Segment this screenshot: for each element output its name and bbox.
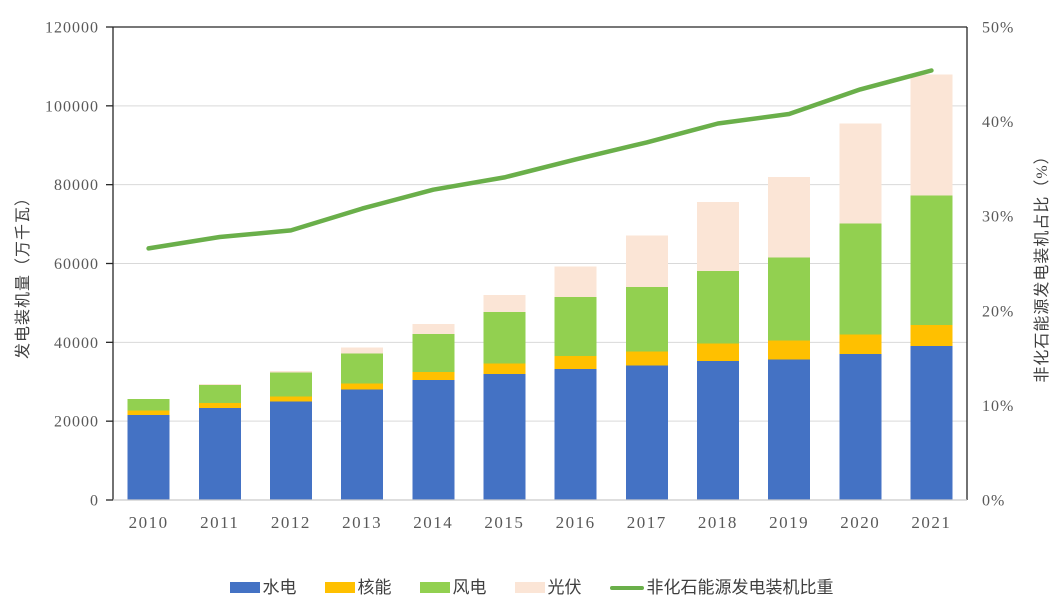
legend-swatch-nuclear [324,582,355,593]
right-axis-tick-label: 20% [982,303,1014,320]
bar-nuclear-2018 [696,343,739,362]
bar-solar-2017 [625,235,668,287]
legend-item-hydro: 水电 [229,578,297,597]
bar-nuclear-2012 [269,396,312,402]
x-axis-label-2020: 2020 [840,513,880,532]
legend-label-nonfossil-share: 非化石能源发电装机比重 [646,578,834,597]
left-axis-title: 发电装机量（万千瓦） [15,188,32,360]
legend-item-wind: 风电 [419,578,487,597]
bar-hydro-2011 [198,408,241,500]
legend-swatch-hydro [229,582,260,593]
bar-solar-2018 [696,202,739,271]
nonfossil-share-line [146,68,934,251]
bar-hydro-2019 [768,359,811,500]
x-axis-label-2010: 2010 [129,513,169,532]
bar-wind-2012 [269,372,312,397]
x-axis-label-2018: 2018 [698,513,738,532]
x-axis-label-2016: 2016 [556,513,596,532]
bar-hydro-2016 [554,369,597,500]
right-axis-tick-label: 10% [982,398,1014,415]
bar-hydro-2013 [341,389,384,500]
bar-solar-2019 [768,176,811,258]
bar-solar-2013 [341,347,384,354]
bar-hydro-2010 [127,414,170,500]
x-axis-label-2014: 2014 [413,513,453,532]
bar-nuclear-2010 [127,410,170,415]
left-axis-tick-label: 20000 [54,414,99,431]
bar-nuclear-2019 [768,340,811,360]
left-axis-tick-label: 100000 [45,98,99,115]
legend-label-hydro: 水电 [262,578,297,597]
bar-solar-2016 [554,266,597,298]
bar-nuclear-2016 [554,355,597,370]
bar-solar-2021 [910,74,953,196]
bar-wind-2018 [696,270,739,344]
bar-solar-2020 [839,123,882,224]
bar-solar-2012 [269,371,312,373]
x-axis-label-2012: 2012 [271,513,311,532]
right-axis-tick-label: 40% [982,114,1014,131]
x-axis-label-2011: 2011 [200,513,239,532]
legend-swatch-wind [419,582,450,593]
bar-wind-2013 [341,353,384,384]
legend-label-solar: 光伏 [547,578,582,597]
left-axis-tick-label: 0 [90,493,99,510]
left-axis-tick-label: 40000 [54,335,99,352]
bar-nuclear-2020 [839,334,882,355]
legend: 水电 核能 风电 光伏 非化石能源发电装机比重 [0,579,1063,596]
left-axis-tick-label: 120000 [45,20,99,37]
x-axis-label-2013: 2013 [342,513,382,532]
bar-wind-2016 [554,297,597,356]
bar-wind-2011 [198,384,241,404]
x-axis-label-2021: 2021 [911,513,951,532]
bar-hydro-2012 [269,401,312,500]
legend-item-nonfossil-share: 非化石能源发电装机比重 [609,578,834,597]
legend-swatch-nonfossil-share-line [609,585,644,590]
bar-wind-2010 [127,398,170,411]
left-axis-tick-label: 60000 [54,256,99,273]
bar-hydro-2017 [625,365,668,500]
bar-wind-2019 [768,257,811,341]
x-axis-label-2017: 2017 [627,513,667,532]
bar-wind-2017 [625,286,668,352]
bar-wind-2014 [412,334,455,372]
bar-nuclear-2017 [625,351,668,366]
bar-wind-2015 [483,311,526,364]
legend-swatch-solar [514,582,545,593]
bar-wind-2020 [839,223,882,335]
right-axis-tick-label: 50% [982,20,1014,37]
bar-nuclear-2014 [412,371,455,380]
bar-hydro-2014 [412,379,455,500]
bar-nuclear-2015 [483,363,526,375]
x-axis-label-2019: 2019 [769,513,809,532]
bar-solar-2011 [198,384,241,385]
bar-hydro-2021 [910,345,953,500]
legend-label-nuclear: 核能 [357,578,392,597]
bar-nuclear-2021 [910,324,953,346]
bar-hydro-2018 [696,361,739,500]
right-axis-title: 非化石能源发电装机占比（%） [1034,147,1051,383]
bar-nuclear-2013 [341,383,384,390]
legend-item-solar: 光伏 [514,578,582,597]
bar-wind-2021 [910,195,953,325]
bar-solar-2015 [483,294,526,312]
bar-solar-2014 [412,323,455,335]
right-axis-tick-label: 30% [982,209,1014,226]
legend-item-nuclear: 核能 [324,578,392,597]
right-axis-tick-label: 0% [982,493,1005,510]
bar-hydro-2015 [483,374,526,500]
legend-label-wind: 风电 [452,578,487,597]
x-axis-label-2015: 2015 [484,513,524,532]
left-axis-tick-label: 80000 [54,177,99,194]
bar-hydro-2020 [839,354,882,500]
bar-nuclear-2011 [198,403,241,409]
